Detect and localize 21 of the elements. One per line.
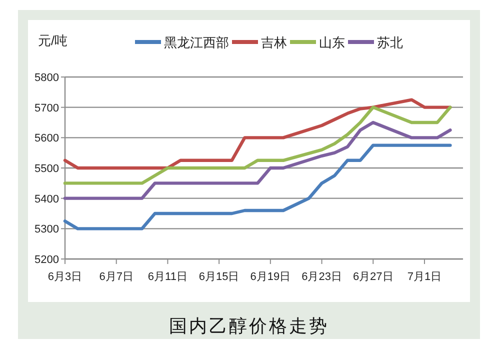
text: 国内乙醇价格走势 — [169, 316, 329, 336]
y-tick-label: 5400 — [34, 193, 59, 206]
y-tick-label: 5200 — [34, 254, 59, 266]
x-tick-label: 6月11日 — [148, 271, 188, 283]
x-tick-label: 6月7日 — [99, 271, 134, 283]
x-tick-label: 6月15日 — [198, 271, 240, 283]
x-tick-label: 6月27日 — [352, 271, 394, 283]
x-tick-label: 6月3日 — [48, 271, 82, 283]
x-tick-label: 6月23日 — [302, 271, 342, 283]
y-tick-label: 5700 — [34, 102, 59, 114]
legend-label: 山东 — [319, 35, 345, 50]
legend-label: 吉林 — [261, 35, 287, 50]
y-tick-label: 5300 — [34, 224, 59, 236]
y-tick-label: 5800 — [34, 72, 59, 84]
legend-label: 苏北 — [377, 35, 403, 50]
y-axis-title: 元/吨 — [38, 33, 68, 48]
y-tick-label: 5500 — [34, 163, 59, 175]
x-tick-label: 7月1日 — [407, 271, 442, 283]
x-tick-label: 6月19日 — [250, 271, 291, 283]
y-tick-label: 5600 — [34, 132, 59, 145]
legend-label: 黑龙江西部 — [164, 35, 229, 50]
